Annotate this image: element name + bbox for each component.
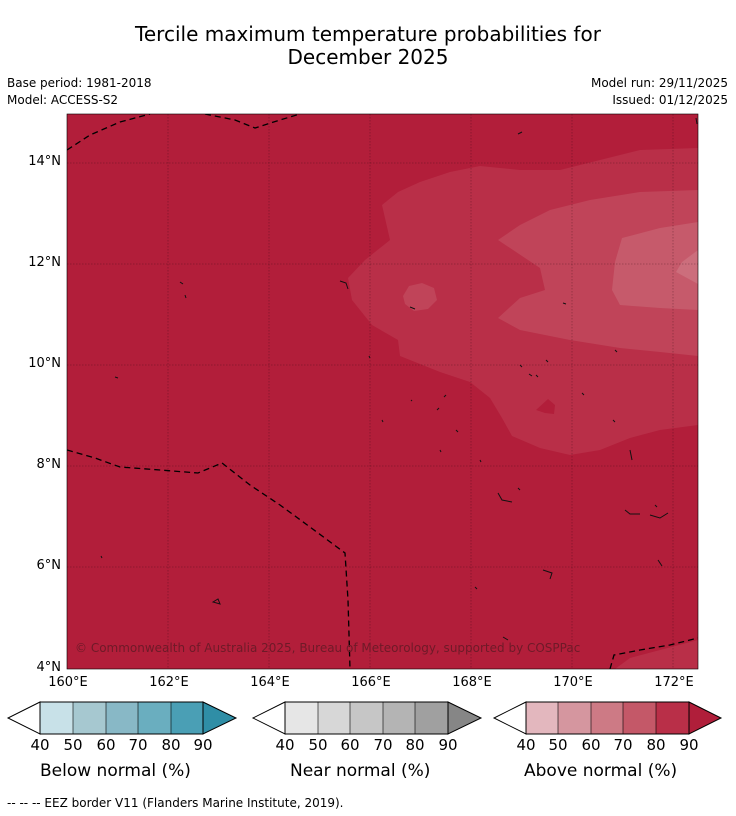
lon-tick-label: 162°E: [149, 675, 189, 690]
colorbar-near-label: 80: [405, 736, 425, 754]
lat-tick-label: 12°N: [28, 255, 61, 270]
colorbar-below-swatch: [171, 702, 203, 734]
colorbar-below-swatch: [106, 702, 138, 734]
colorbar-below: [6, 701, 238, 735]
map-title-line2: December 2025: [287, 45, 449, 69]
colorbar-above-swatch: [656, 702, 689, 734]
colorbar-below-label: 50: [63, 736, 83, 754]
colorbar-below-over-arrow: [202, 701, 238, 735]
model-run-date: Model run: 29/11/2025: [590, 76, 728, 90]
colorbar-near-label: 60: [340, 736, 360, 754]
lon-tick-label: 164°E: [250, 675, 290, 690]
lat-tick-label: 4°N: [36, 660, 62, 675]
colorbar-near-under-arrow: [251, 701, 286, 735]
lon-tick-label: 160°E: [48, 675, 88, 690]
colorbar-above-swatch: [623, 702, 656, 734]
graticule: [67, 114, 698, 669]
map-frame: [66, 113, 699, 670]
colorbar-above-label: 70: [613, 736, 633, 754]
lat-tick-label: 6°N: [36, 558, 62, 573]
lat-tick-label: 14°N: [28, 154, 61, 169]
colorbar-near-label: 40: [275, 736, 295, 754]
colorbar-near-label: 50: [308, 736, 328, 754]
prob-area-70-small: [403, 283, 437, 311]
colorbar-below-title: Below normal (%): [40, 761, 191, 781]
colorbar-near-over-arrow: [447, 701, 483, 735]
colorbar-above-swatch: [591, 702, 623, 734]
colorbar-above-label: 80: [646, 736, 666, 754]
prob-area-60: [612, 222, 698, 310]
colorbar-near-swatch: [383, 702, 415, 734]
colorbar-above-swatch: [558, 702, 591, 734]
colorbar-above-over-arrow: [688, 701, 723, 735]
colorbar-below-swatch: [138, 702, 171, 734]
lon-tick-label: 168°E: [452, 675, 492, 690]
colorbar-near-swatch: [415, 702, 448, 734]
colorbar-near-label: 70: [373, 736, 393, 754]
colorbar-below-swatch: [40, 702, 73, 734]
colorbar-near-title: Near normal (%): [290, 761, 431, 781]
model-name: Model: ACCESS-S2: [7, 93, 119, 107]
lon-tick-label: 166°E: [351, 675, 391, 690]
lat-tick-label: 10°N: [28, 356, 61, 371]
colorbar-above-label: 60: [581, 736, 601, 754]
base-period: Base period: 1981-2018: [7, 76, 152, 90]
copyright-notice: © Commonwealth of Australia 2025, Bureau…: [75, 641, 581, 655]
colorbar-above-label: 40: [516, 736, 536, 754]
eez-legend-note: -- -- -- EEZ border V11 (Flanders Marine…: [7, 796, 344, 810]
colorbar-near-swatch: [285, 702, 318, 734]
colorbar-above-under-arrow: [492, 701, 527, 735]
lon-tick-label: 172°E: [654, 675, 694, 690]
colorbar-above: [492, 701, 723, 735]
issued-date: Issued: 01/12/2025: [612, 93, 728, 107]
colorbar-below-label: 90: [193, 736, 213, 754]
lon-tick-label: 170°E: [553, 675, 593, 690]
colorbar-below-label: 80: [161, 736, 181, 754]
colorbar-above-label: 50: [548, 736, 568, 754]
colorbar-below-swatch: [73, 702, 106, 734]
colorbar-above-label: 90: [679, 736, 699, 754]
map-title-line1: Tercile maximum temperature probabilitie…: [135, 22, 601, 46]
colorbar-near-swatch: [350, 702, 383, 734]
colorbar-below-label: 60: [96, 736, 116, 754]
prob-area-50: [676, 250, 698, 284]
colorbar-below-label: 40: [30, 736, 50, 754]
colorbar-near-label: 90: [438, 736, 458, 754]
colorbar-near-swatch: [318, 702, 350, 734]
colorbar-near: [251, 701, 483, 735]
colorbar-below-label: 70: [128, 736, 148, 754]
colorbar-above-title: Above normal (%): [524, 761, 678, 781]
eez-border: [67, 114, 698, 669]
colorbar-below-under-arrow: [6, 701, 41, 735]
islands: [100, 117, 698, 641]
prob-area-80-small: [536, 399, 555, 414]
colorbar-above-swatch: [526, 702, 558, 734]
lat-tick-label: 8°N: [36, 457, 62, 472]
